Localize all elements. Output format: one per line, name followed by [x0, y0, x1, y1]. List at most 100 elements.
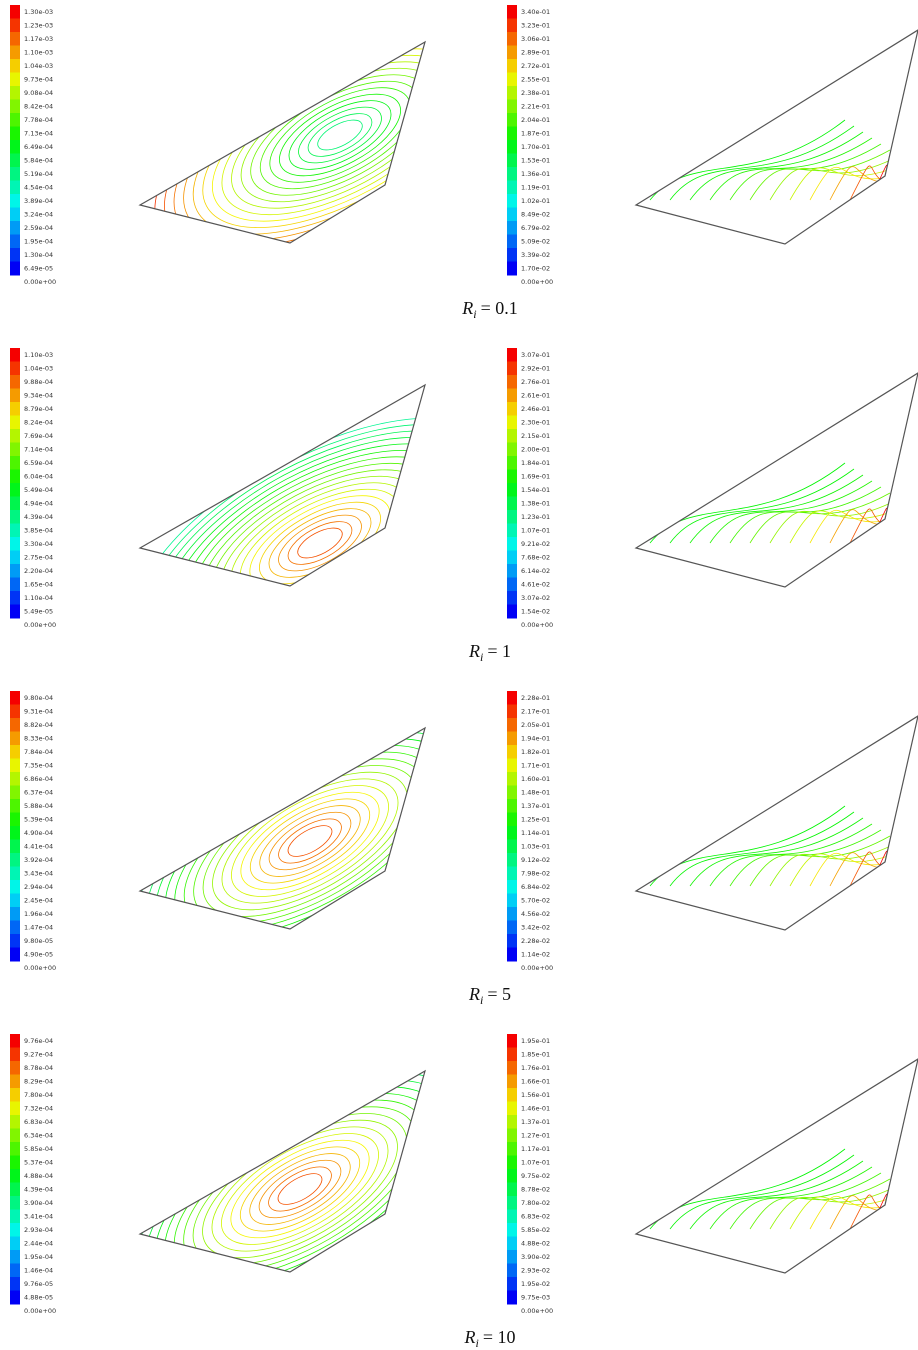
- colorbar-swatch: [507, 880, 517, 894]
- colorbar-swatch: [507, 523, 517, 538]
- colorbar-label: 4.90e-04: [24, 829, 53, 837]
- colorbar-swatch: [10, 577, 20, 592]
- colorbar-label: 7.35e-04: [24, 761, 53, 769]
- colorbar-swatch: [10, 496, 20, 511]
- colorbar-label: 1.54e-01: [521, 486, 550, 494]
- contour-line: [164, 738, 425, 929]
- colorbar-label: 3.07e-02: [521, 594, 550, 602]
- contour-line: [689, 1160, 864, 1230]
- colorbar-label: 9.75e-02: [521, 1172, 550, 1180]
- contour-line: [709, 823, 873, 887]
- contour-line: [297, 527, 343, 559]
- colorbar-label: 9.27e-04: [24, 1050, 53, 1058]
- domain-outline: [634, 372, 918, 588]
- contour-line: [269, 87, 411, 183]
- colorbar-label: 4.88e-05: [24, 1293, 53, 1301]
- colorbar-swatch: [10, 483, 20, 497]
- contour-line: [689, 817, 864, 887]
- contour-line: [221, 54, 425, 216]
- contour-line: [729, 1172, 882, 1230]
- contour-line: [789, 1190, 909, 1230]
- colorbar-label: 5.49e-04: [24, 486, 53, 494]
- contour-line: [809, 166, 918, 201]
- contour-line: [689, 474, 864, 544]
- colorbar-swatch: [10, 704, 20, 719]
- colorbar-swatch: [507, 86, 517, 100]
- contour-line: [240, 791, 380, 891]
- colorbar-label: 3.23e-01: [521, 21, 550, 29]
- contour-line: [869, 1193, 918, 1230]
- colorbar-label: 1.04e-03: [24, 62, 53, 70]
- colorbar-swatch: [10, 1209, 20, 1224]
- colorbar-label: 6.86e-04: [24, 775, 53, 783]
- caption-value: = 0.1: [481, 298, 518, 318]
- colorbar-label: 6.37e-04: [24, 788, 53, 796]
- colorbar-label: 2.92e-01: [521, 364, 550, 372]
- colorbar-swatch: [507, 221, 517, 235]
- colorbar-label: 1.37e-01: [521, 1118, 550, 1126]
- colorbar-swatch: [507, 785, 517, 800]
- colorbar-label: 9.21e-02: [521, 540, 550, 548]
- colorbar-swatch: [10, 523, 20, 538]
- colorbar-label: 1.38e-01: [521, 499, 550, 507]
- colorbar-label: 1.94e-01: [521, 734, 550, 742]
- colorbar-label: 2.44e-04: [24, 1239, 53, 1247]
- colorbar-label: 1.07e-01: [521, 526, 550, 534]
- colorbar-label: 6.84e-02: [521, 883, 550, 891]
- colorbar-swatch: [507, 1034, 517, 1048]
- colorbar-label: 2.04e-01: [521, 116, 550, 124]
- colorbar-swatch: [507, 758, 517, 773]
- colorbar-label: 1.70e-01: [521, 143, 550, 151]
- colorbar-swatch: [507, 1142, 517, 1156]
- colorbar-swatch: [507, 907, 517, 921]
- colorbar-label: 2.17e-01: [521, 707, 550, 715]
- colorbar-swatch: [10, 59, 20, 73]
- colorbar-swatch: [10, 772, 20, 786]
- colorbar-label: 2.28e-01: [521, 694, 550, 702]
- row: 9.76e-04 9.27e-04 8.78e-04 8.29e-04 7.80e-04…: [10, 1034, 918, 1350]
- caption-subscript: i: [476, 1336, 479, 1350]
- colorbar-label: 9.08e-04: [24, 89, 53, 97]
- colorbar-swatch: [507, 32, 517, 46]
- contour-line: [669, 1154, 855, 1230]
- colorbar-swatch: [507, 893, 517, 908]
- caption-subscript: i: [473, 307, 476, 321]
- contour-line: [239, 1146, 361, 1232]
- colorbar-label: 9.80e-04: [24, 694, 53, 702]
- colorbar-label: 1.71e-01: [521, 761, 550, 769]
- contour-line: [211, 1126, 389, 1252]
- colorbar-swatch: [10, 550, 20, 565]
- contour-line: [809, 509, 918, 544]
- contour-line: [789, 504, 909, 544]
- colorbar-swatch: [10, 1047, 20, 1062]
- colorbar-swatch: [507, 113, 517, 127]
- contour-line: [869, 507, 918, 544]
- colorbar-label: 2.61e-01: [521, 391, 550, 399]
- colorbar-swatch: [10, 1034, 20, 1048]
- colorbar-swatch: [507, 167, 517, 181]
- colorbar-label: 1.95e-04: [24, 237, 53, 245]
- colorbar-swatch: [10, 866, 20, 881]
- colorbar-label: 0.00e+00: [521, 621, 553, 629]
- colorbar-swatch: [507, 1236, 517, 1251]
- colorbar-swatch: [507, 248, 517, 262]
- contour-line: [769, 1184, 900, 1230]
- colorbar-label: 2.45e-04: [24, 896, 53, 904]
- colorbar-swatch: [10, 839, 20, 854]
- colorbar-swatch: [507, 1169, 517, 1183]
- colorbar-swatch: [10, 194, 20, 208]
- colorbar-swatch: [10, 1290, 20, 1305]
- colorbar-label: 9.76e-04: [24, 1037, 53, 1045]
- colorbar-swatch: [10, 72, 20, 87]
- contour-line: [154, 1086, 425, 1272]
- colorbar-swatch: [10, 947, 20, 962]
- domain-outline: [634, 715, 918, 931]
- contour-line: [140, 1071, 425, 1272]
- colorbar-label: 2.89e-01: [521, 48, 550, 56]
- colorbar-label: 1.96e-04: [24, 910, 53, 918]
- colorbar-label: 3.41e-04: [24, 1212, 53, 1220]
- colorbar-swatch: [507, 550, 517, 565]
- contour-line: [278, 514, 362, 572]
- colorbar-swatch: [507, 1115, 517, 1129]
- contour-plot: [649, 119, 918, 201]
